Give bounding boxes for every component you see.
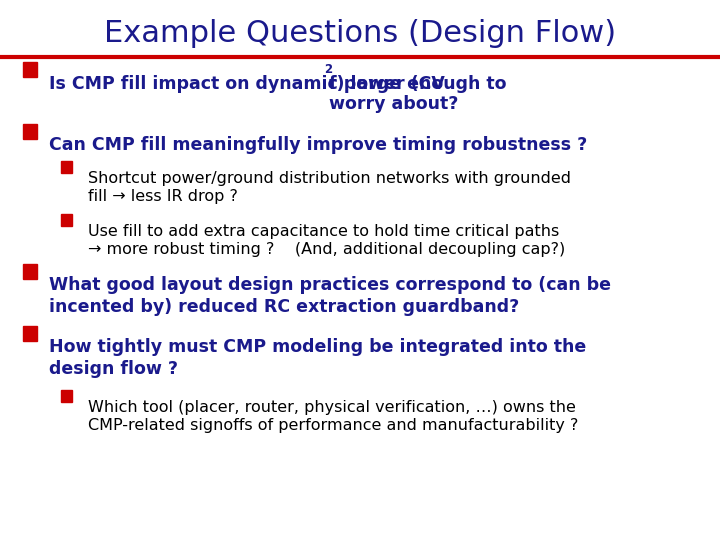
Text: Can CMP fill meaningfully improve timing robustness ?: Can CMP fill meaningfully improve timing…	[49, 136, 588, 154]
Text: 2: 2	[324, 63, 332, 76]
Text: f) large enough to
worry about?: f) large enough to worry about?	[329, 75, 506, 113]
Bar	[61, 390, 72, 402]
Text: Is CMP fill impact on dynamic power (CV: Is CMP fill impact on dynamic power (CV	[49, 75, 445, 92]
Bar	[61, 214, 72, 226]
Text: Shortcut power/ground distribution networks with grounded
fill → less IR drop ?: Shortcut power/ground distribution netwo…	[88, 171, 571, 204]
Bar	[23, 124, 37, 139]
Text: Use fill to add extra capacitance to hold time critical paths
→ more robust timi: Use fill to add extra capacitance to hol…	[88, 224, 565, 256]
Bar	[23, 62, 37, 77]
Text: How tightly must CMP modeling be integrated into the
design flow ?: How tightly must CMP modeling be integra…	[49, 338, 586, 377]
Bar	[23, 264, 37, 279]
Bar	[23, 326, 37, 341]
Bar	[61, 161, 72, 173]
Text: Example Questions (Design Flow): Example Questions (Design Flow)	[104, 19, 616, 48]
Text: Which tool (placer, router, physical verification, …) owns the
CMP-related signo: Which tool (placer, router, physical ver…	[88, 400, 578, 433]
Text: What good layout design practices correspond to (can be
incented by) reduced RC : What good layout design practices corres…	[49, 276, 611, 316]
